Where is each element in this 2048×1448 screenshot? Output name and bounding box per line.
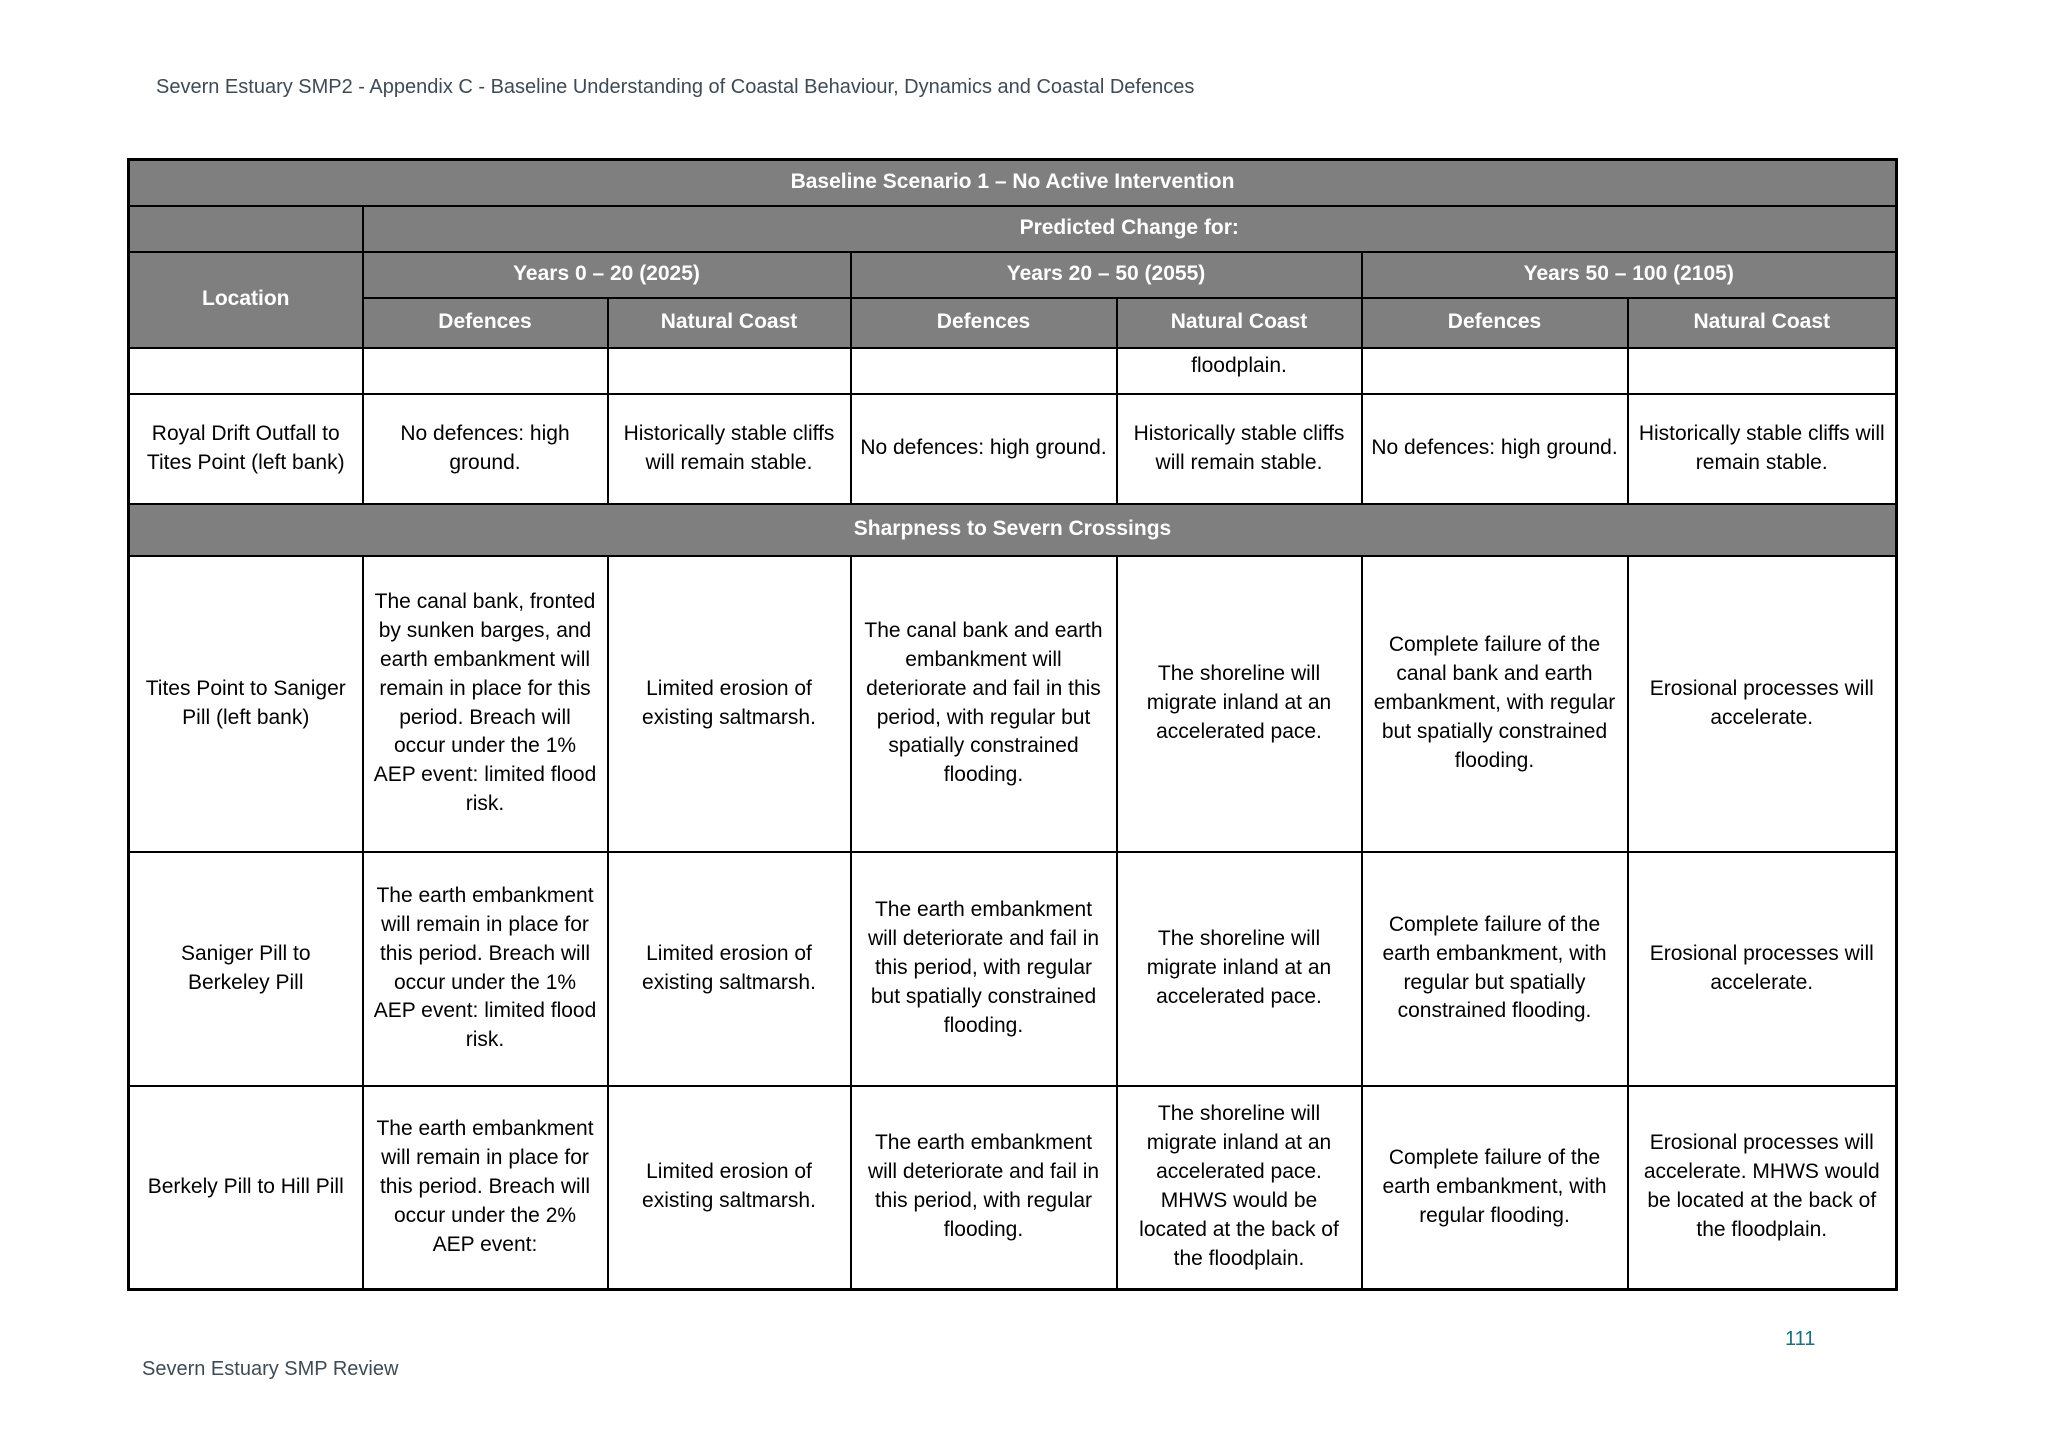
period-header-years-0-20: Years 0 – 20 (2025) [361, 250, 852, 299]
defences-cell [361, 346, 609, 395]
natural-coast-cell [1626, 346, 1898, 395]
table-row: Saniger Pill to Berkeley Pill The earth … [127, 850, 1898, 1087]
defences-cell: No defences: high ground. [1360, 392, 1629, 505]
page-number: 111 [1785, 1328, 1816, 1350]
location-cell: Tites Point to Saniger Pill (left bank) [127, 554, 364, 853]
location-cell: Royal Drift Outfall to Tites Point (left… [127, 392, 364, 505]
natural-coast-cell: floodplain. [1115, 346, 1363, 395]
natural-coast-header: Natural Coast [1115, 296, 1363, 349]
table-subtitle: Predicted Change for: [361, 204, 1898, 253]
table-row: Royal Drift Outfall to Tites Point (left… [127, 392, 1898, 505]
defences-header: Defences [361, 296, 609, 349]
natural-coast-cell: The shoreline will migrate inland at an … [1115, 1084, 1363, 1291]
natural-coast-cell [606, 346, 852, 395]
location-cell [127, 346, 364, 395]
sub-header-row: Defences Natural Coast Defences Natural … [129, 296, 1898, 349]
defences-cell [1360, 346, 1629, 395]
defences-header: Defences [1360, 296, 1629, 349]
location-cell: Saniger Pill to Berkeley Pill [127, 850, 364, 1087]
continuation-row: floodplain. [127, 346, 1898, 395]
natural-coast-cell: Historically stable cliffs will remain s… [606, 392, 852, 505]
defences-cell [849, 346, 1118, 395]
location-header: Location [127, 250, 364, 349]
baseline-scenario-table: Baseline Scenario 1 – No Active Interven… [127, 158, 1898, 1291]
period-header-years-50-100: Years 50 – 100 (2105) [1360, 250, 1898, 299]
table-title: Baseline Scenario 1 – No Active Interven… [127, 158, 1898, 207]
defences-cell: The earth embankment will remain in plac… [361, 850, 609, 1087]
predicted-change-row: Predicted Change for: [127, 204, 1898, 253]
natural-coast-header: Natural Coast [606, 296, 852, 349]
table-row: Tites Point to Saniger Pill (left bank) … [127, 554, 1898, 853]
defences-cell: No defences: high ground. [849, 392, 1118, 505]
defences-cell: The earth embankment will deteriorate an… [849, 850, 1118, 1087]
empty-header-cell [127, 204, 364, 253]
natural-coast-cell: Historically stable cliffs will remain s… [1115, 392, 1363, 505]
table-row: Berkely Pill to Hill Pill The earth emba… [127, 1084, 1898, 1291]
natural-coast-cell: Limited erosion of existing saltmarsh. [606, 554, 852, 853]
document-footer: Severn Estuary SMP Review [142, 1358, 399, 1380]
natural-coast-cell: The shoreline will migrate inland at an … [1115, 554, 1363, 853]
natural-coast-cell: Erosional processes will accelerate. [1626, 850, 1898, 1087]
section-header-row: Sharpness to Severn Crossings [127, 502, 1898, 557]
defences-cell: Complete failure of the canal bank and e… [1360, 554, 1629, 853]
period-header-row: Location Years 0 – 20 (2025) Years 20 – … [127, 250, 1898, 349]
defences-cell: The earth embankment will deteriorate an… [849, 1084, 1118, 1291]
defences-header: Defences [849, 296, 1118, 349]
natural-coast-cell: The shoreline will migrate inland at an … [1115, 850, 1363, 1087]
defences-cell: The canal bank, fronted by sunken barges… [361, 554, 609, 853]
table-title-row: Baseline Scenario 1 – No Active Interven… [127, 158, 1898, 207]
period-header-years-20-50: Years 20 – 50 (2055) [849, 250, 1363, 299]
defences-cell: The canal bank and earth embankment will… [849, 554, 1118, 853]
document-header-title: Severn Estuary SMP2 - Appendix C - Basel… [156, 76, 1195, 98]
natural-coast-cell: Historically stable cliffs will remain s… [1626, 392, 1898, 505]
natural-coast-cell: Erosional processes will accelerate. MHW… [1626, 1084, 1898, 1291]
natural-coast-header: Natural Coast [1626, 296, 1898, 349]
defences-cell: No defences: high ground. [361, 392, 609, 505]
natural-coast-cell: Limited erosion of existing saltmarsh. [606, 1084, 852, 1291]
defences-cell: The earth embankment will remain in plac… [361, 1084, 609, 1291]
natural-coast-cell: Erosional processes will accelerate. [1626, 554, 1898, 853]
section-header: Sharpness to Severn Crossings [127, 502, 1898, 557]
natural-coast-cell: Limited erosion of existing saltmarsh. [606, 850, 852, 1087]
location-cell: Berkely Pill to Hill Pill [127, 1084, 364, 1291]
defences-cell: Complete failure of the earth embankment… [1360, 1084, 1629, 1291]
defences-cell: Complete failure of the earth embankment… [1360, 850, 1629, 1087]
